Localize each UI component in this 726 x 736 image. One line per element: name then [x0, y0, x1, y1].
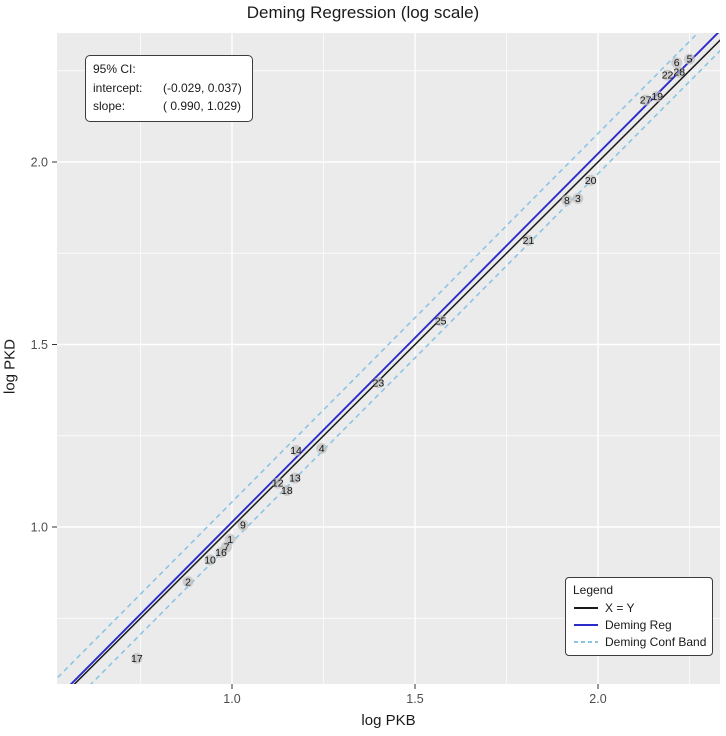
data-point-10: [204, 554, 216, 566]
ci-intercept-value: (-0.029, 0.037): [163, 80, 242, 95]
data-point-1: [224, 533, 236, 545]
legend-item-identity: X = Y: [573, 599, 705, 616]
point-label-1: 1: [227, 534, 233, 546]
ci-intercept-row: intercept: (-0.029, 0.037): [93, 79, 245, 98]
ci-annotation-title: 95% CI:: [93, 62, 136, 76]
point-label-25: 25: [435, 315, 447, 327]
data-point-12: [272, 477, 284, 489]
y-tick-label: 2.0: [31, 156, 48, 170]
y-tick-label: 1.5: [31, 338, 48, 352]
y-tick-label: 1.0: [31, 521, 48, 535]
data-point-21: [522, 234, 534, 246]
data-point-28: [673, 66, 685, 78]
data-point-17: [131, 652, 143, 664]
conf-band-lower-line: [89, 49, 720, 684]
point-label-12: 12: [272, 478, 284, 490]
point-label-21: 21: [523, 235, 535, 247]
legend-item-label: Deming Conf Band: [605, 634, 707, 649]
point-label-13: 13: [289, 473, 301, 485]
identity-line: [73, 39, 720, 684]
chart-title: Deming Regression (log scale): [246, 3, 480, 22]
point-label-9: 9: [240, 520, 246, 532]
data-point-6: [671, 57, 683, 69]
data-point-20: [585, 174, 597, 186]
deming-regression-line: [69, 33, 720, 684]
x-axis-title: log PKB: [361, 712, 416, 729]
data-point-23: [372, 377, 384, 389]
x-tick-label: 1.0: [223, 692, 240, 706]
conf-band-upper-line: [57, 33, 699, 680]
point-label-4: 4: [319, 443, 325, 455]
identity-line-sample-icon: [574, 606, 598, 609]
legend-title: Legend: [573, 583, 614, 597]
data-point-2: [182, 576, 194, 588]
point-label-17: 17: [131, 653, 143, 665]
legend: Legend X = Y Deming Reg Deming Conf Band: [565, 577, 713, 656]
conf-band-sample-icon: [574, 640, 598, 643]
data-point-14: [290, 444, 302, 456]
legend-item-label: Deming Reg: [605, 617, 672, 632]
point-label-10: 10: [204, 554, 216, 566]
ci-intercept-label: intercept:: [93, 80, 143, 95]
point-label-7: 7: [224, 542, 230, 554]
data-point-4: [316, 443, 328, 455]
ci-slope-row: slope: ( 0.990, 1.029): [93, 97, 245, 116]
ci-slope-value: ( 0.990, 1.029): [163, 99, 242, 114]
legend-item-deming: Deming Reg: [573, 616, 705, 633]
data-point-18: [281, 485, 293, 496]
point-label-20: 20: [585, 175, 597, 187]
data-point-8: [561, 194, 573, 206]
legend-item-label: X = Y: [605, 600, 635, 615]
data-point-25: [435, 315, 447, 327]
data-point-19: [651, 90, 663, 102]
data-point-27: [640, 94, 652, 106]
y-axis-title: log PKD: [1, 338, 19, 395]
point-label-19: 19: [651, 91, 663, 103]
point-label-6: 6: [674, 57, 680, 69]
data-point-13: [289, 472, 301, 484]
ci-annotation-box: 95% CI: intercept: (-0.029, 0.037) slope…: [85, 55, 253, 122]
legend-item-confband: Deming Conf Band: [573, 633, 707, 650]
data-point-9: [237, 519, 249, 531]
point-label-5: 5: [687, 54, 693, 66]
point-label-27: 27: [640, 94, 652, 106]
deming-line-sample-icon: [574, 623, 598, 626]
data-point-22: [662, 69, 674, 81]
ci-slope-label: slope:: [93, 99, 126, 114]
point-label-23: 23: [373, 377, 385, 389]
x-tick-label: 1.5: [406, 692, 423, 706]
point-label-18: 18: [281, 485, 293, 497]
point-label-8: 8: [564, 195, 570, 207]
point-label-16: 16: [215, 547, 227, 559]
point-label-3: 3: [575, 193, 581, 205]
point-label-14: 14: [290, 445, 302, 457]
point-label-28: 28: [673, 67, 685, 79]
x-tick-label: 2.0: [589, 692, 606, 706]
point-label-22: 22: [662, 70, 674, 82]
point-label-2: 2: [185, 576, 191, 588]
data-point-5: [684, 53, 695, 65]
data-point-3: [572, 193, 584, 204]
